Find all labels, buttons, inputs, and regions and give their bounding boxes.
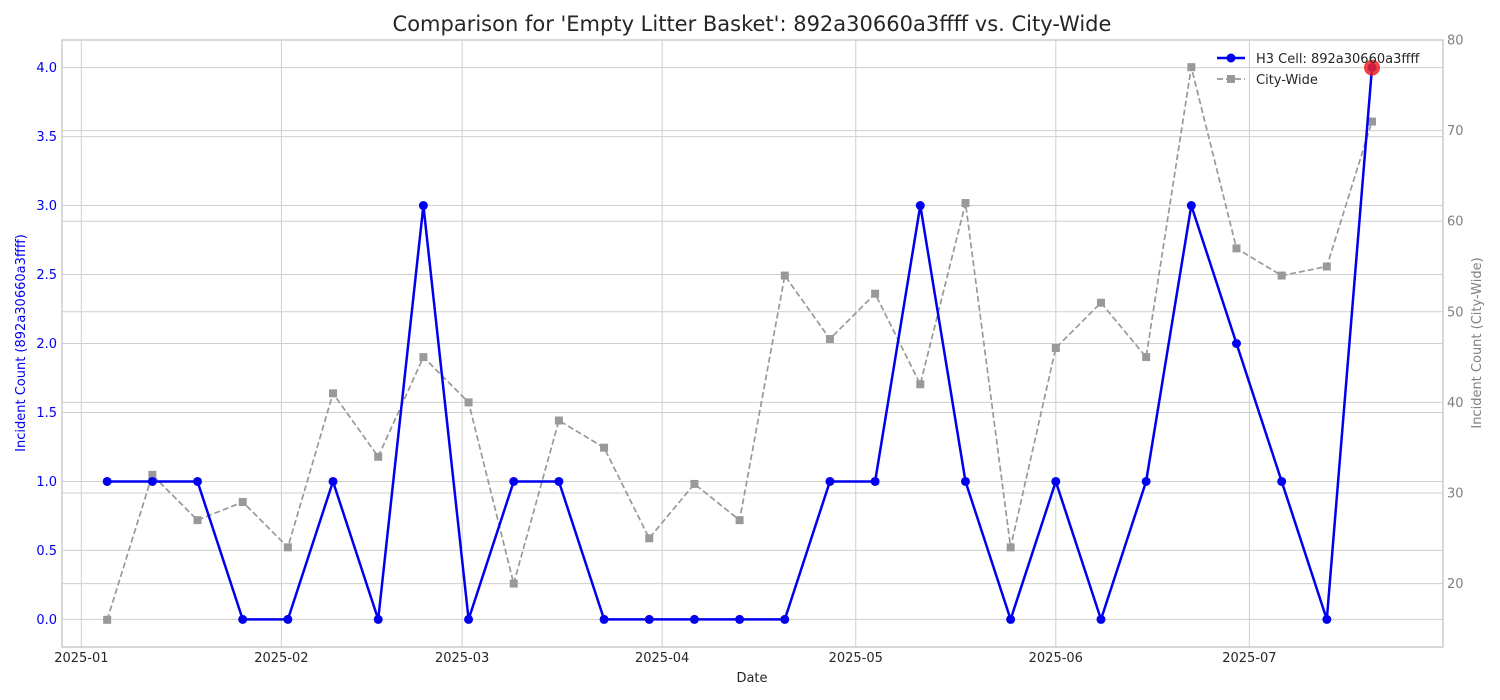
h3-cell-point <box>1141 476 1151 486</box>
h3-cell-point <box>238 614 248 624</box>
h3-cell-point <box>1051 476 1061 486</box>
h3-cell-point <box>509 476 519 486</box>
h3-cell-point <box>735 614 745 624</box>
city-wide-point <box>238 498 247 507</box>
y-left-tick-label: 0.0 <box>36 613 57 628</box>
h3-cell-point <box>1231 339 1241 348</box>
y-right-axis-label: Incident Count (City-Wide) <box>1470 257 1485 428</box>
city-wide-point <box>1277 271 1286 280</box>
city-wide-point <box>1322 262 1331 271</box>
chart-title: Comparison for 'Empty Litter Basket': 89… <box>393 12 1112 36</box>
h3-cell-point <box>1006 614 1016 624</box>
y-left-tick-label: 2.0 <box>36 337 57 352</box>
h3-cell-point <box>870 476 880 486</box>
h3-cell-point <box>147 476 157 486</box>
legend: H3 Cell: 892a30660a3ffff City-Wide <box>1217 52 1420 88</box>
y-left-tick-label: 4.0 <box>36 61 57 76</box>
city-wide-point <box>690 479 699 488</box>
city-wide-point <box>148 470 157 479</box>
city-wide-point <box>1051 344 1060 353</box>
x-tick-label: 2025-05 <box>829 651 883 666</box>
h3-cell-point <box>825 476 835 486</box>
x-axis-label: Date <box>736 671 767 686</box>
h3-cell-point <box>193 476 203 486</box>
city-wide-point <box>780 271 789 280</box>
y-right-tick-label: 30 <box>1447 486 1464 501</box>
city-wide-point <box>509 579 518 588</box>
h3-cell-point <box>689 614 699 624</box>
city-wide-point <box>825 334 834 343</box>
city-wide-point <box>419 353 428 362</box>
y-left-tick-label: 1.0 <box>36 475 57 490</box>
legend-city-wide-label: City-Wide <box>1256 73 1318 88</box>
h3-cell-point <box>283 614 293 624</box>
y-left-tick-label: 1.5 <box>36 406 57 421</box>
city-wide-point <box>103 615 112 624</box>
h3-cell-point <box>554 476 564 486</box>
h3-cell-point <box>780 614 790 624</box>
y-right-tick-label: 50 <box>1447 305 1464 320</box>
city-wide-point <box>1006 543 1015 552</box>
y-left-tick-label: 3.5 <box>36 130 57 145</box>
legend-h3-cell-label: H3 Cell: 892a30660a3ffff <box>1256 52 1420 67</box>
x-tick-label: 2025-04 <box>635 651 689 666</box>
h3-cell-point <box>464 614 474 624</box>
city-wide-point <box>871 289 880 298</box>
y-left-axis-label: Incident Count (892a30660a3ffff) <box>14 234 29 452</box>
city-wide-point <box>1096 298 1105 307</box>
legend-h3-cell-marker <box>1226 53 1236 63</box>
h3-cell-point <box>373 614 383 624</box>
city-wide-point <box>554 416 563 425</box>
x-tick-label: 2025-06 <box>1029 651 1083 666</box>
city-wide-point <box>600 443 609 452</box>
h3-cell-point <box>915 201 925 211</box>
y-right-tick-label: 20 <box>1447 577 1464 592</box>
x-tick-label: 2025-03 <box>435 651 489 666</box>
city-wide-point <box>961 199 970 208</box>
plot-frame <box>61 39 1444 648</box>
city-wide-point <box>329 389 338 398</box>
city-wide-point <box>735 516 744 525</box>
city-wide-point <box>1142 353 1151 362</box>
legend-city-wide-marker <box>1227 75 1235 83</box>
city-wide-point <box>1368 117 1377 126</box>
x-tick-label: 2025-01 <box>54 651 108 666</box>
y-right-tick-label: 70 <box>1447 124 1464 139</box>
h3-cell-point <box>102 476 112 486</box>
h3-cell-point <box>1186 201 1196 211</box>
city-wide-point <box>1232 244 1241 253</box>
x-tick-label: 2025-07 <box>1222 651 1276 666</box>
y-right-tick-label: 40 <box>1447 396 1464 411</box>
highlight-point <box>1364 59 1381 76</box>
y-right-tick-label: 60 <box>1447 215 1464 230</box>
y-left-tick-label: 0.5 <box>36 544 57 559</box>
plot-area <box>61 39 1444 648</box>
h3-cell-point <box>1322 614 1332 624</box>
city-wide-point <box>193 516 202 525</box>
h3-cell-point <box>418 201 428 211</box>
h3-cell-point <box>599 614 609 624</box>
h3-cell-point <box>960 476 970 486</box>
h3-cell-point <box>1096 614 1106 624</box>
h3-cell-point <box>328 476 338 486</box>
y-left-tick-label: 3.0 <box>36 199 57 214</box>
h3-cell-point <box>1277 476 1287 486</box>
city-wide-point <box>374 452 383 461</box>
city-wide-point <box>464 398 473 407</box>
h3-cell-point <box>644 614 654 624</box>
y-right-tick-label: 80 <box>1447 34 1464 49</box>
city-wide-point <box>283 543 292 552</box>
city-wide-point <box>1187 63 1196 72</box>
y-left-tick-label: 2.5 <box>36 268 57 283</box>
x-tick-label: 2025-02 <box>254 651 308 666</box>
city-wide-point <box>645 534 654 543</box>
city-wide-point <box>916 380 925 389</box>
